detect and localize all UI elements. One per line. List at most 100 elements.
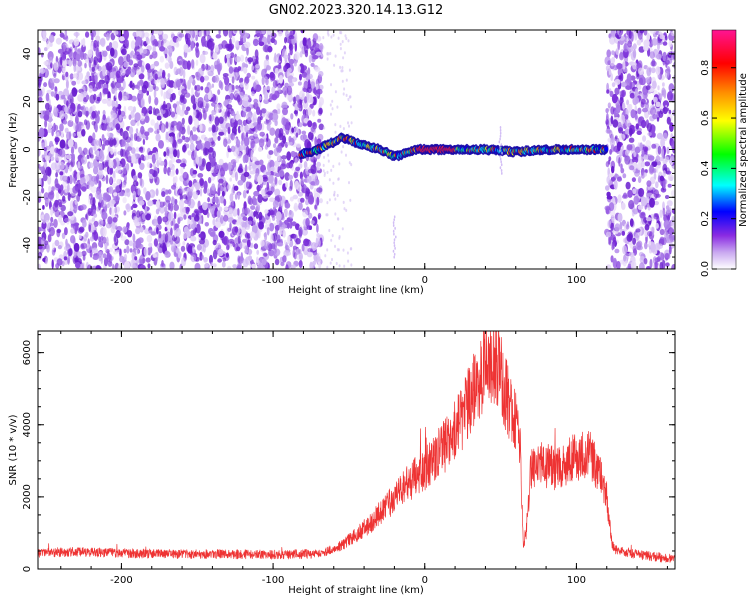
snr-x-axis-label: Height of straight line (km) [288, 585, 424, 596]
spectrogram-noise-cell [350, 121, 353, 125]
spectrogram-noise-cell [269, 112, 274, 121]
spectrogram-noise-cell [70, 228, 75, 234]
spectrogram-noise-cell [263, 59, 267, 69]
spectrogram-noise-cell [44, 47, 48, 52]
spectrogram-noise-cell [264, 92, 269, 101]
spectrogram-noise-cell [109, 247, 113, 253]
spectrogram-noise-cell [229, 118, 233, 124]
spectrogram-noise-cell [44, 68, 48, 76]
spectrogram-noise-cell [136, 120, 140, 127]
spectrogram-noise-cell [628, 199, 635, 210]
spectrogram-noise-cell [38, 253, 42, 260]
spectrogram-noise-cell [105, 174, 109, 185]
spectrogram-noise-cell [250, 242, 254, 249]
spectrogram-noise-cell [293, 53, 299, 60]
spectrogram-noise-cell [671, 208, 675, 215]
spectrogram-noise-cell [78, 72, 84, 81]
spectrogram-noise-cell [253, 136, 260, 144]
spectrogram-noise-cell [92, 196, 96, 207]
spectrogram-noise-cell [113, 192, 118, 197]
spectrogram-noise-cell [169, 202, 174, 212]
spectrogram-noise-cell [256, 249, 260, 255]
spectrogram-noise-cell [332, 181, 335, 185]
spectrogram-noise-cell [67, 120, 74, 127]
spectrogram-noise-cell [662, 180, 667, 190]
spectrogram-noise-cell [85, 94, 90, 101]
spectrogram-noise-cell [659, 175, 665, 182]
spectrogram-noise-cell [315, 51, 322, 56]
spectrogram-noise-cell [61, 53, 66, 61]
spectrogram-noise-cell [288, 82, 295, 87]
spectrogram-noise-cell [109, 30, 113, 33]
spectrogram-noise-cell [640, 119, 647, 129]
spectrogram-noise-cell [342, 92, 345, 96]
spectrogram-noise-cell [50, 81, 55, 91]
spectrogram-noise-cell [234, 193, 238, 200]
spectrogram-noise-cell [659, 236, 665, 244]
spectrogram-noise-cell [650, 107, 657, 116]
spectrogram-noise-cell [499, 126, 502, 129]
spectrogram-noise-cell [611, 50, 615, 55]
spectrogram-noise-cell [255, 55, 259, 63]
spectrogram-noise-cell [65, 71, 69, 78]
spectrogram-noise-cell [621, 202, 626, 210]
spectrogram-noise-cell [101, 98, 108, 104]
spectrogram-noise-cell [223, 163, 229, 172]
spectrogram-noise-cell [664, 253, 671, 260]
spectrogram-noise-cell [498, 140, 501, 144]
spectrogram-noise-cell [49, 78, 56, 84]
spectrogram-noise-cell [106, 115, 111, 126]
spectrogram-noise-cell [317, 212, 322, 219]
spectrogram-noise-cell [46, 243, 50, 253]
spectrogram-noise-cell [218, 30, 221, 36]
spectrogram-noise-cell [204, 148, 210, 156]
spectrogram-noise-cell [182, 171, 189, 181]
spectrogram-noise-cell [266, 181, 270, 191]
spectrogram-noise-cell [350, 247, 353, 251]
spectrogram-noise-cell [38, 263, 41, 269]
spectrogram-noise-cell [641, 149, 645, 157]
spectrogram-noise-cell [129, 80, 133, 89]
spectrogram-noise-cell [266, 226, 270, 236]
spectrogram-noise-cell [169, 261, 175, 269]
spectrogram-noise-cell [644, 224, 650, 231]
spectrogram-noise-cell [181, 117, 185, 125]
spectrogram-noise-cell [162, 242, 167, 252]
spectrogram-noise-cell [54, 147, 59, 154]
spectrogram-noise-cell [170, 242, 177, 253]
spectrogram-noise-cell [148, 105, 153, 112]
spectrogram-noise-cell [204, 86, 210, 94]
spectrogram-noise-cell [203, 180, 208, 190]
spectrogram-noise-cell [156, 115, 162, 121]
spectrogram-noise-cell [212, 135, 218, 141]
spectrogram-noise-cell [108, 186, 114, 194]
spectrogram-noise-cell [86, 212, 89, 221]
spectrogram-noise-cell [614, 79, 621, 85]
spectrogram-noise-cell [139, 254, 145, 265]
spectrogram-noise-cell [112, 158, 117, 169]
spectrogram-noise-cell [331, 257, 333, 262]
spectrogram-noise-cell [620, 114, 626, 125]
spectrogram-noise-cell [197, 67, 204, 78]
spectrogram-noise-cell [100, 122, 104, 129]
spectrogram-noise-cell [68, 52, 75, 60]
spectrogram-noise-cell [242, 154, 247, 164]
spectrogram-noise-cell [632, 245, 637, 254]
spectrogram-noise-cell [106, 62, 113, 71]
spectrogram-noise-cell [192, 169, 198, 175]
spectrogram-noise-cell [161, 40, 164, 48]
spectrogram-noise-cell [632, 43, 637, 50]
spectrogram-noise-cell [217, 89, 221, 95]
spectrogram-noise-cell [246, 47, 249, 56]
spectrogram-noise-cell [167, 73, 171, 79]
spectrogram-noise-cell [151, 154, 156, 164]
spectrogram-noise-cell [606, 191, 611, 197]
spectrogram-noise-cell [147, 127, 154, 133]
spectrogram-noise-cell [194, 262, 201, 269]
spectrogram-noise-cell [275, 173, 281, 177]
spectrogram-noise-cell [127, 230, 133, 238]
spectrogram-noise-cell [42, 173, 48, 182]
spectrogram-noise-cell [347, 39, 350, 43]
spectrogram-noise-cell [206, 211, 210, 218]
